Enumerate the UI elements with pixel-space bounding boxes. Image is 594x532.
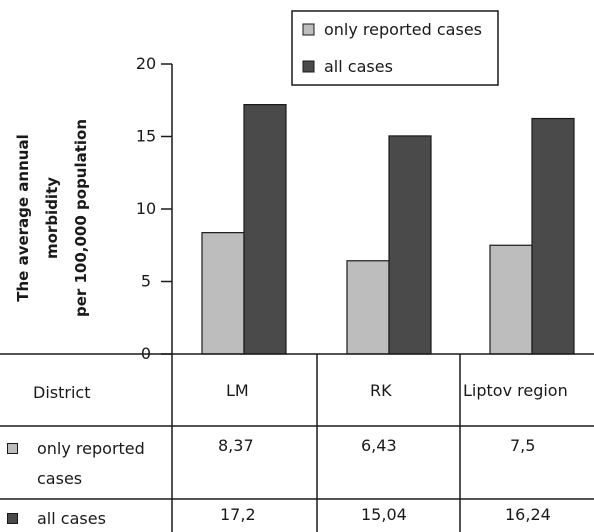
bar-all-rk bbox=[388, 135, 432, 355]
bar-all-liptov-region bbox=[531, 117, 575, 355]
y-tick-label-20: 20 bbox=[136, 54, 156, 73]
bar-reported-liptov-region bbox=[489, 244, 533, 355]
table-header-rk: RK bbox=[370, 381, 392, 400]
y-axis-title-line-2: morbidity bbox=[43, 177, 61, 259]
row-label-all: all cases bbox=[37, 509, 106, 528]
cell-reported-liptov: 7,5 bbox=[510, 436, 536, 455]
y-tick-label-15: 15 bbox=[136, 127, 156, 146]
row-swatch-all bbox=[7, 513, 18, 524]
legend-label-all: all cases bbox=[324, 57, 393, 76]
legend-box bbox=[291, 10, 499, 86]
cell-reported-rk: 6,43 bbox=[361, 436, 397, 455]
bar-all-lm bbox=[243, 103, 287, 355]
bar-reported-rk bbox=[346, 260, 390, 355]
legend-swatch-all bbox=[302, 60, 315, 73]
cell-all-rk: 15,04 bbox=[361, 505, 407, 524]
y-axis-title-line-1: The average annual bbox=[14, 134, 32, 301]
bar-reported-lm bbox=[201, 232, 245, 355]
row-label-reported-line-1: only reported bbox=[37, 439, 145, 458]
y-tick-label-5: 5 bbox=[141, 272, 151, 291]
bars bbox=[201, 103, 575, 355]
legend-swatch-reported bbox=[302, 23, 315, 36]
row-label-reported-line-2: cases bbox=[37, 469, 83, 488]
row-swatch-reported bbox=[7, 443, 18, 454]
legend: only reported cases all cases bbox=[291, 10, 499, 86]
data-table-grid bbox=[0, 353, 594, 532]
table-header-lm: LM bbox=[226, 381, 249, 400]
table-header-district: District bbox=[33, 383, 91, 402]
cell-reported-lm: 8,37 bbox=[218, 436, 254, 455]
legend-label-reported: only reported cases bbox=[324, 20, 482, 39]
y-axis-title-line-3: per 100,000 population bbox=[72, 119, 90, 317]
cell-all-lm: 17,2 bbox=[220, 505, 256, 524]
cell-all-liptov: 16,24 bbox=[505, 505, 551, 524]
y-tick-label-10: 10 bbox=[136, 199, 156, 218]
table-header-liptov: Liptov region bbox=[463, 381, 568, 400]
